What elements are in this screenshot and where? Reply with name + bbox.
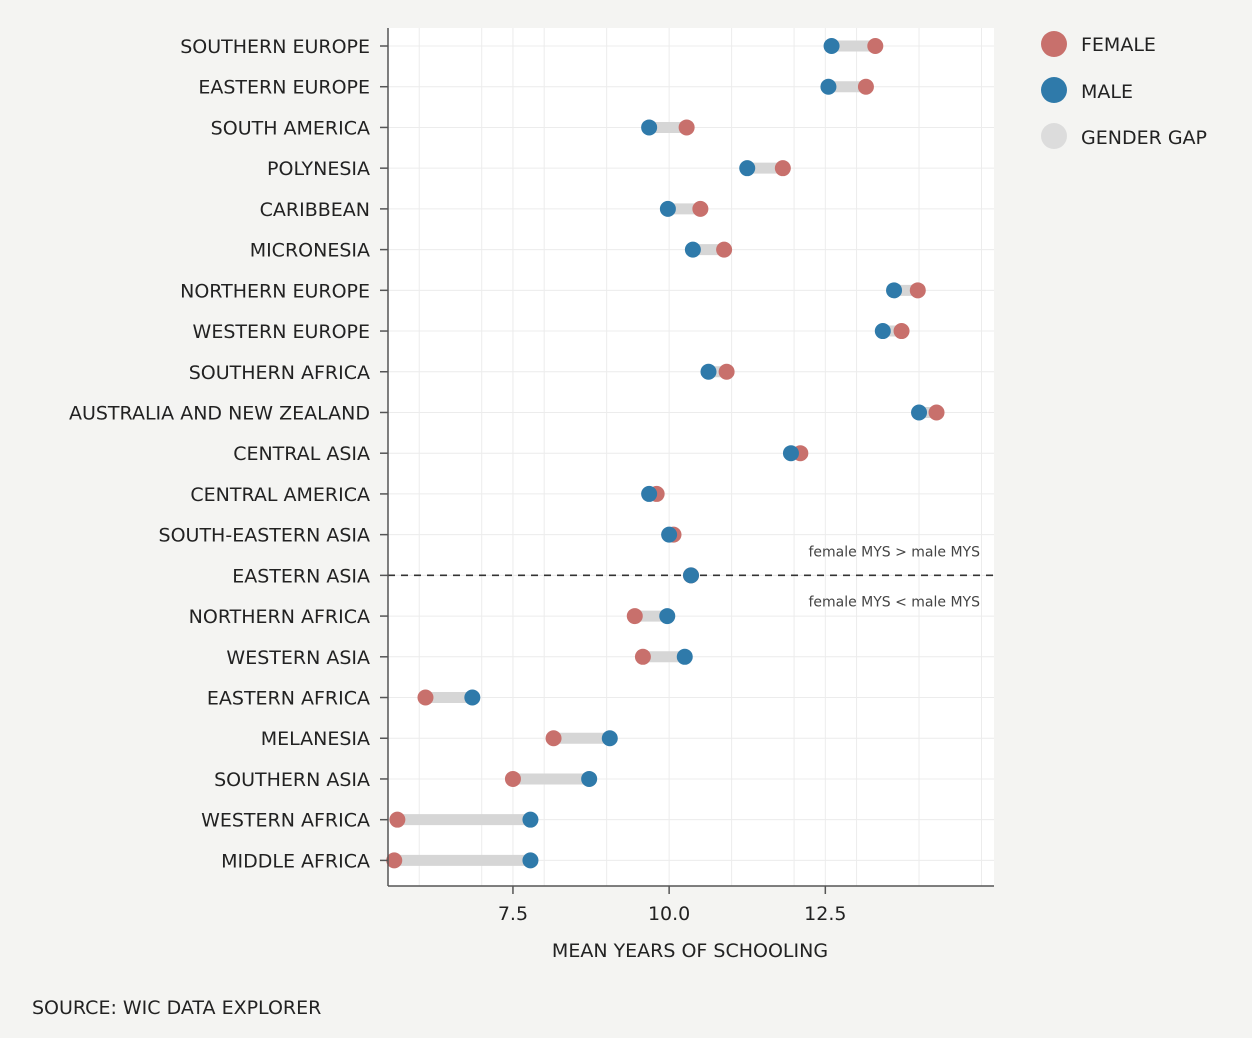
female-point bbox=[909, 282, 926, 299]
legend-male-label: MALE bbox=[1081, 81, 1133, 103]
female-point bbox=[545, 730, 562, 747]
category-label: WESTERN AFRICA bbox=[201, 810, 370, 832]
legend: FEMALE MALE GENDER GAP bbox=[1041, 31, 1207, 149]
female-point bbox=[928, 404, 945, 421]
female-point bbox=[389, 811, 406, 828]
category-label: MIDDLE AFRICA bbox=[221, 850, 370, 872]
male-point bbox=[739, 160, 756, 177]
category-label: SOUTH AMERICA bbox=[211, 117, 370, 139]
female-point bbox=[867, 38, 884, 54]
male-point bbox=[823, 38, 840, 54]
female-point bbox=[857, 78, 874, 95]
plot-background bbox=[388, 28, 994, 886]
male-point bbox=[581, 770, 598, 787]
dot-layer bbox=[386, 38, 945, 869]
female-point bbox=[893, 323, 910, 340]
male-point bbox=[522, 811, 539, 828]
category-label: SOUTHERN ASIA bbox=[214, 769, 370, 791]
category-label: SOUTHERN EUROPE bbox=[180, 36, 370, 58]
male-point bbox=[700, 363, 717, 380]
female-point bbox=[626, 608, 643, 625]
category-label: POLYNESIA bbox=[267, 158, 370, 180]
female-point bbox=[504, 770, 521, 787]
female-point bbox=[386, 852, 403, 869]
female-point bbox=[718, 363, 735, 380]
category-label: EASTERN AFRICA bbox=[207, 688, 370, 710]
female-point bbox=[417, 689, 434, 706]
category-label: NORTHERN AFRICA bbox=[189, 606, 370, 628]
category-label: CARIBBEAN bbox=[260, 199, 370, 221]
legend-gap-swatch bbox=[1041, 123, 1067, 149]
category-label: SOUTHERN AFRICA bbox=[189, 362, 370, 384]
category-label: CENTRAL AMERICA bbox=[190, 484, 370, 506]
category-label: WESTERN ASIA bbox=[226, 647, 370, 669]
axis-layer bbox=[380, 28, 994, 894]
female-point bbox=[774, 160, 791, 177]
x-tick-label: 12.5 bbox=[804, 903, 846, 925]
x-axis-title: MEAN YEARS OF SCHOOLING bbox=[552, 940, 828, 962]
female-point bbox=[634, 648, 651, 665]
female-point bbox=[692, 200, 709, 217]
male-point bbox=[874, 323, 891, 340]
male-point bbox=[911, 404, 928, 421]
category-label: AUSTRALIA AND NEW ZEALAND bbox=[69, 402, 370, 424]
male-point bbox=[684, 241, 701, 258]
category-label: MELANESIA bbox=[261, 728, 370, 750]
x-tick-label: 10.0 bbox=[648, 903, 690, 925]
male-point bbox=[782, 445, 799, 462]
male-point bbox=[659, 608, 676, 625]
category-label: MICRONESIA bbox=[250, 240, 370, 262]
male-point bbox=[522, 852, 539, 869]
annotation-below: female MYS < male MYS bbox=[808, 594, 980, 610]
male-point bbox=[601, 730, 618, 747]
category-label: SOUTH-EASTERN ASIA bbox=[159, 525, 370, 547]
legend-gap-label: GENDER GAP bbox=[1081, 127, 1207, 149]
legend-female-label: FEMALE bbox=[1081, 34, 1156, 56]
male-point bbox=[641, 485, 658, 502]
source-note: SOURCE: WIC DATA EXPLORER bbox=[32, 997, 321, 1019]
male-point bbox=[661, 526, 678, 543]
x-tick-labels: 7.5 10.0 12.5 bbox=[498, 903, 847, 925]
category-label: NORTHERN EUROPE bbox=[180, 280, 370, 302]
female-point bbox=[678, 119, 695, 136]
category-label: WESTERN EUROPE bbox=[193, 321, 370, 343]
male-point bbox=[641, 119, 658, 136]
category-label: CENTRAL ASIA bbox=[233, 443, 370, 465]
category-label: EASTERN ASIA bbox=[232, 565, 370, 587]
male-point bbox=[464, 689, 481, 706]
male-point bbox=[659, 200, 676, 217]
legend-female-swatch bbox=[1041, 31, 1067, 57]
annotation-above: female MYS > male MYS bbox=[808, 544, 980, 560]
male-point bbox=[820, 78, 837, 95]
male-point bbox=[683, 567, 699, 584]
x-tick-label: 7.5 bbox=[498, 903, 528, 925]
male-point bbox=[886, 282, 903, 299]
category-labels: SOUTHERN EUROPE EASTERN EUROPE SOUTH AMERI… bbox=[69, 36, 370, 872]
legend-male-swatch bbox=[1041, 77, 1067, 103]
female-point bbox=[716, 241, 733, 258]
category-label: EASTERN EUROPE bbox=[198, 77, 370, 99]
male-point bbox=[676, 648, 693, 665]
